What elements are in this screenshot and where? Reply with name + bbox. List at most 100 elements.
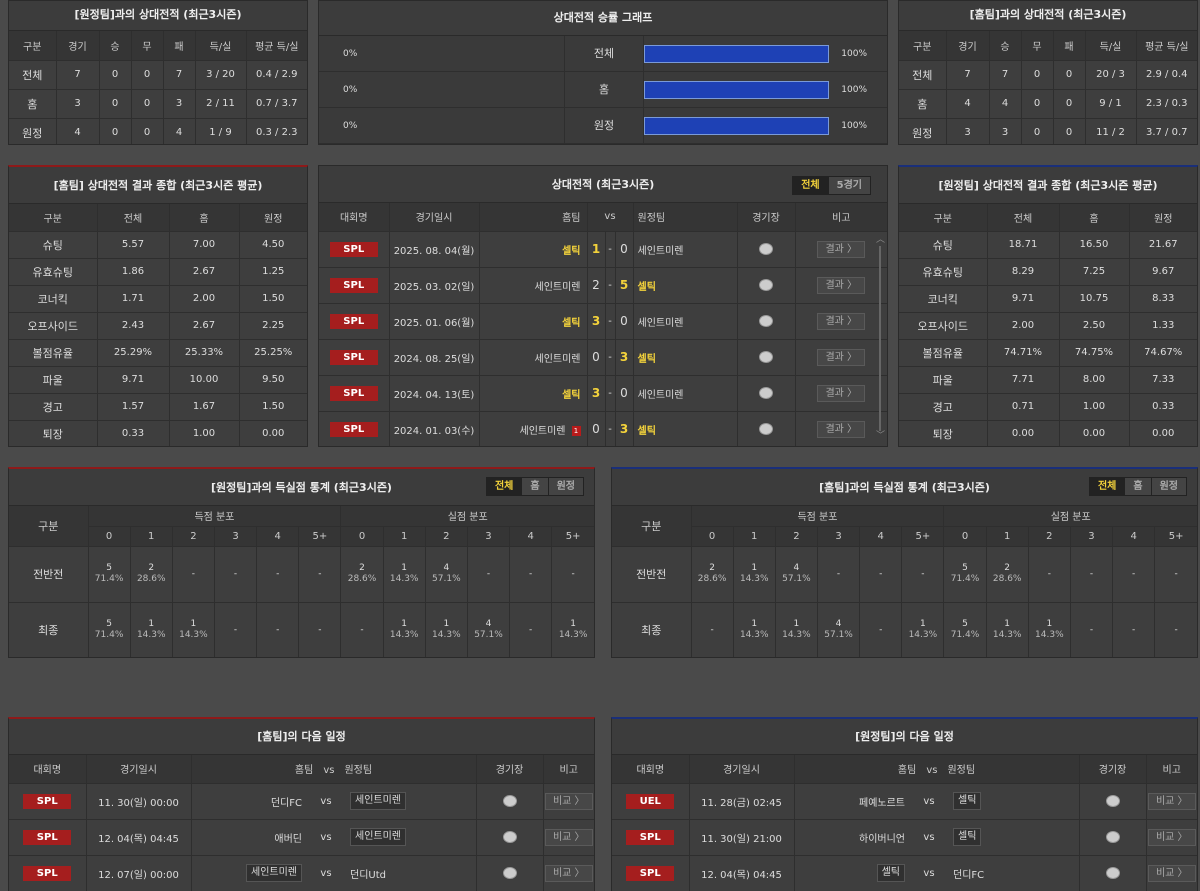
dist-pct: 14.3% [432,630,461,640]
home-team[interactable]: 페예노르트 [859,797,905,809]
stadium-icon[interactable] [759,279,773,291]
match-row[interactable]: SPL 2025. 01. 06(월) 셀틱 3-0 세인트미렌 결과 〉 [319,303,887,340]
away-team[interactable]: 세인트미렌 [350,828,406,846]
away-team[interactable]: 세인트미렌 [350,792,406,810]
tab-all[interactable]: 전체 [793,177,829,194]
league-badge[interactable]: SPL [626,865,675,881]
scroll-up-icon[interactable]: ︿ [876,235,886,245]
result-button[interactable]: 결과 〉 [817,384,866,402]
home-team[interactable]: 애버딘 [274,833,302,845]
result-button[interactable]: 결과 〉 [817,420,866,438]
league-badge[interactable]: SPL [329,421,378,437]
league-badge[interactable]: SPL [329,277,378,293]
stat-cell: 9 / 1 [1085,89,1137,119]
away-team[interactable]: 셀틱 [637,353,656,365]
tab-away[interactable]: 원정 [556,481,575,492]
tab-away[interactable]: 원정 [1159,481,1178,492]
col-header: 경기 [946,31,990,61]
league-badge[interactable]: UEL [626,793,675,809]
result-button[interactable]: 결과 〉 [817,240,866,258]
away-team[interactable]: 셀틱 [953,828,982,846]
tab-5-games[interactable]: 5경기 [836,180,862,191]
compare-button[interactable]: 비교 〉 [544,792,593,810]
compare-button[interactable]: 비교 〉 [1147,792,1196,810]
league-badge[interactable]: SPL [626,829,675,845]
stadium-icon[interactable] [502,831,517,843]
schedule-row[interactable]: SPL 12. 04(목) 04:45 애버딘 vs 세인트미렌 비교 〉 [9,819,594,856]
home-team[interactable]: 셀틱 [562,245,581,257]
schedule-row[interactable]: SPL 11. 30(일) 21:00 하이버니언 vs 셀틱 비교 〉 [612,819,1197,856]
stat-cell: 16.50 [1059,231,1130,259]
match-row[interactable]: SPL 2024. 08. 25(일) 세인트미렌 0-3 셀틱 결과 〉 [319,339,887,376]
matches-scrollbar[interactable]: ︿ ﹀ [876,235,886,441]
home-team[interactable]: 하이버니언 [859,833,905,845]
away-team[interactable]: 던디FC [953,869,985,881]
result-button[interactable]: 결과 〉 [817,312,866,330]
tab-all[interactable]: 전체 [486,478,523,495]
home-team[interactable]: 셀틱 [876,864,905,882]
compare-button[interactable]: 비교 〉 [544,828,593,846]
compare-button[interactable]: 비교 〉 [1147,864,1196,882]
league-badge[interactable]: SPL [23,829,72,845]
home-team[interactable]: 던디FC [270,797,302,809]
schedule-row[interactable]: SPL 12. 04(목) 04:45 셀틱 vs 던디FC 비교 〉 [612,855,1197,891]
compare-button[interactable]: 비교 〉 [544,864,593,882]
schedule-row[interactable]: UEL 11. 28(금) 02:45 페예노르트 vs 셀틱 비교 〉 [612,783,1197,820]
away-team[interactable]: 셀틱 [637,281,656,293]
home-team[interactable]: 셀틱 [562,389,581,401]
schedule-row[interactable]: SPL 11. 30(일) 00:00 던디FC vs 세인트미렌 비교 〉 [9,783,594,820]
stadium-icon[interactable] [759,423,773,435]
tab-home[interactable]: 홈 [1125,478,1152,495]
row-label: 경고 [899,393,988,421]
away-team[interactable]: 세인트미렌 [637,317,684,329]
match-row[interactable]: SPL 2024. 04. 13(토) 셀틱 3-0 세인트미렌 결과 〉 [319,375,887,412]
away-team[interactable]: 셀틱 [637,425,656,437]
home-team[interactable]: 세인트미렌 [534,281,581,293]
table-row: 코너킥 9.71 10.75 8.33 [899,285,1197,313]
home-team[interactable]: 세인트미렌 [246,864,302,882]
compare-button[interactable]: 비교 〉 [1147,828,1196,846]
home-team[interactable]: 세인트미렌 [519,425,566,437]
tab-home[interactable]: 홈 [522,478,549,495]
stadium-icon[interactable] [1105,831,1120,843]
league-badge[interactable]: SPL [329,241,378,257]
col-date: 경기일시 [389,203,480,232]
col-teams: 홈팀 vs 원정팀 [794,755,1080,784]
stadium-icon[interactable] [1105,795,1120,807]
away-team[interactable]: 던디Utd [350,869,386,881]
scroll-down-icon[interactable]: ﹀ [876,431,886,441]
home-team[interactable]: 세인트미렌 [534,353,581,365]
scroll-track[interactable] [879,246,881,431]
home-team[interactable]: 셀틱 [562,317,581,329]
stat-cell: 2.9 / 0.4 [1136,60,1197,90]
league-badge[interactable]: SPL [329,349,378,365]
stadium-icon[interactable] [759,243,773,255]
table-row: 경고 0.71 1.00 0.33 [899,393,1197,421]
tab-all[interactable]: 전체 [1089,478,1126,495]
match-row[interactable]: SPL 2024. 01. 03(수) 세인트미렌 1 0-3 셀틱 결과 〉 [319,411,887,446]
league-badge[interactable]: SPL [23,865,72,881]
league-badge[interactable]: SPL [23,793,72,809]
stadium-icon[interactable] [502,795,517,807]
league-badge[interactable]: SPL [329,313,378,329]
away-team[interactable]: 세인트미렌 [637,245,684,257]
stat-cell: 7.00 [169,231,240,259]
stadium-icon[interactable] [759,315,773,327]
stadium-icon[interactable] [759,387,773,399]
table-row: 전반전 5 71.4% 2 28.6% - - - -2 28.6% 1 14.3% 4 57.1% - - - [9,546,594,603]
result-button[interactable]: 결과 〉 [817,348,866,366]
away-team[interactable]: 셀틱 [953,792,982,810]
stat-cell: 0.7 / 3.7 [246,89,307,119]
league-badge[interactable]: SPL [329,385,378,401]
schedule-row[interactable]: SPL 12. 07(일) 00:00 세인트미렌 vs 던디Utd 비교 〉 [9,855,594,891]
stat-cell: 74.71% [987,339,1060,367]
dist-cell: - [509,546,553,603]
match-row[interactable]: SPL 2025. 03. 02(일) 세인트미렌 2-5 셀틱 결과 〉 [319,267,887,304]
match-row[interactable]: SPL 2025. 08. 04(월) 셀틱 1-0 세인트미렌 결과 〉 [319,231,887,268]
away-team[interactable]: 세인트미렌 [637,389,684,401]
stadium-icon[interactable] [1105,867,1120,879]
stadium-icon[interactable] [759,351,773,363]
row-label: 볼점유율 [899,339,988,367]
stadium-icon[interactable] [502,867,517,879]
result-button[interactable]: 결과 〉 [817,276,866,294]
